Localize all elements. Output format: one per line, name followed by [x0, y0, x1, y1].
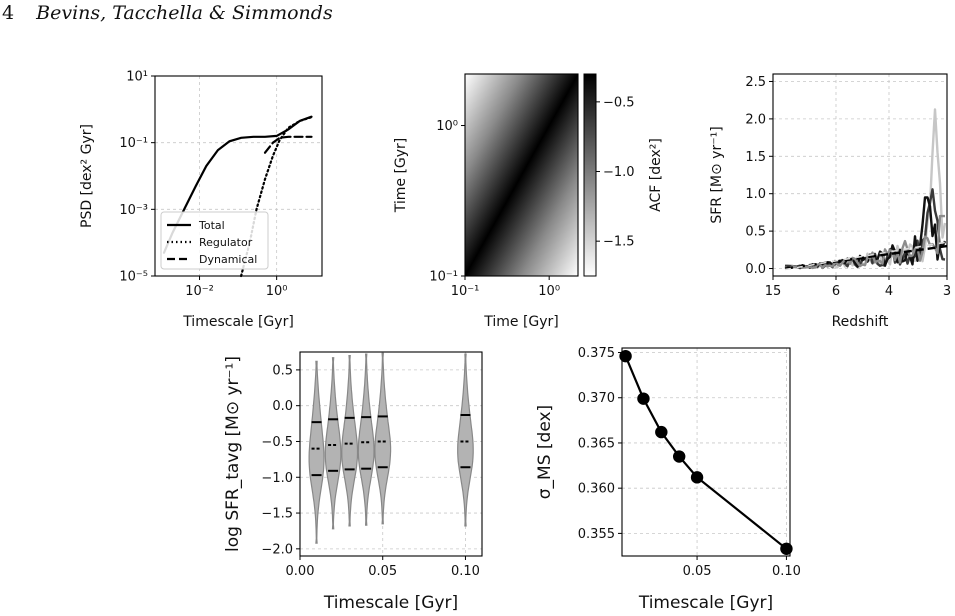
x-tick-label: 0.05: [368, 564, 397, 579]
sigma-point: [619, 349, 632, 363]
x-tick-label: 15: [765, 284, 782, 299]
legend-label-regulator: Regulator: [199, 236, 253, 249]
x-tick-label: 6: [832, 284, 840, 299]
y-tick-label: 0.365: [578, 436, 615, 451]
sigma-xlabel: Timescale [Gyr]: [638, 593, 773, 613]
page-header: 4 Bevins, Tacchella & Simmonds: [2, 2, 333, 24]
x-tick-label: 10⁰: [538, 284, 560, 299]
violin-body: [457, 353, 474, 527]
x-tick-label: 10⁻²: [185, 284, 214, 299]
sfr-xlabel: Redshift: [832, 314, 889, 330]
y-tick-label: 0.5: [272, 363, 293, 378]
x-tick-label: 10⁻¹: [451, 284, 480, 299]
psd-ylabel: PSD [dex² Gyr]: [79, 124, 95, 228]
y-tick-label: −1.0: [261, 471, 293, 486]
y-tick-label: 10¹: [126, 70, 148, 85]
logsfr-xlabel: Timescale [Gyr]: [323, 593, 458, 613]
colorbar-tick-label: −1.5: [603, 235, 635, 250]
y-tick-label: −0.5: [261, 435, 293, 450]
y-tick-label: 0.0: [272, 399, 293, 414]
sfr-mean-line-light: [784, 241, 948, 271]
y-tick-label: 10⁻³: [119, 203, 148, 218]
y-tick-label: 0.360: [578, 482, 615, 497]
y-tick-label: 0.5: [745, 225, 766, 240]
legend-label-total: Total: [198, 219, 225, 232]
y-tick-label: 0.355: [578, 527, 615, 542]
acf-colorbar-label: ACF [dex²]: [648, 138, 664, 212]
y-tick-label: 10⁰: [436, 119, 458, 134]
sigma-ylabel: σ_MS [dex]: [535, 405, 555, 499]
sfr-axes-frame: [772, 73, 948, 277]
psd-axes-frame: [154, 75, 323, 277]
x-tick-label: 4: [885, 284, 893, 299]
x-tick-label: 10⁰: [266, 284, 288, 299]
logsfr-axes-frame: [299, 351, 483, 557]
sigma-point: [672, 450, 686, 463]
y-tick-label: 10⁻¹: [119, 136, 148, 151]
running-head-authors: Bevins, Tacchella & Simmonds: [36, 2, 333, 24]
acf-ylabel: Time [Gyr]: [393, 138, 409, 214]
x-tick-label: 0.00: [286, 564, 315, 579]
sigma-point: [780, 542, 793, 555]
sfr-ylabel: SFR [M⊙ yr⁻¹]: [709, 126, 725, 223]
y-tick-label: 0.370: [578, 391, 615, 406]
acf-axes-frame: [464, 73, 579, 277]
sigma-axes-frame: [621, 347, 791, 557]
psd-xlabel: Timescale [Gyr]: [182, 314, 294, 330]
acf-heatmap: [465, 74, 578, 276]
colorbar-tick-label: −0.5: [603, 95, 635, 110]
logsfr-ylabel: log SFR_tavg [M⊙ yr⁻¹]: [223, 356, 243, 552]
y-tick-label: 0.375: [578, 346, 615, 361]
y-tick-label: 2.5: [745, 75, 766, 90]
x-tick-label: 0.10: [772, 564, 801, 579]
psd-series-dynamical: [263, 135, 313, 154]
violin-body: [357, 353, 375, 526]
y-tick-label: 1.5: [745, 150, 766, 165]
y-tick-label: 10⁻¹: [429, 270, 458, 285]
violin-body: [308, 360, 325, 544]
sfr-series-grey: [784, 214, 945, 270]
acf-xlabel: Time [Gyr]: [483, 314, 559, 330]
violin-body: [341, 355, 359, 527]
page-number: 4: [2, 2, 15, 24]
legend-label-dynamical: Dynamical: [199, 253, 257, 266]
x-tick-label: 3: [943, 284, 951, 299]
y-tick-label: 2.0: [745, 112, 766, 127]
x-tick-label: 0.10: [451, 564, 480, 579]
psd-legend-box: [160, 211, 269, 270]
x-tick-label: 0.05: [683, 564, 712, 579]
y-tick-label: 0.0: [745, 262, 766, 277]
sigma-point: [690, 471, 704, 484]
y-tick-label: −2.0: [261, 542, 293, 557]
violin-body: [374, 352, 392, 525]
sigma-point: [637, 392, 650, 405]
acf-colorbar: [583, 73, 597, 277]
y-tick-label: −1.5: [261, 507, 293, 522]
colorbar-tick-label: −1.0: [603, 165, 635, 180]
sigma-point: [655, 425, 668, 439]
y-tick-label: 10⁻⁵: [119, 270, 148, 285]
violin-body: [324, 357, 342, 530]
sigma-line: [624, 355, 788, 550]
y-tick-label: 1.0: [745, 187, 766, 202]
